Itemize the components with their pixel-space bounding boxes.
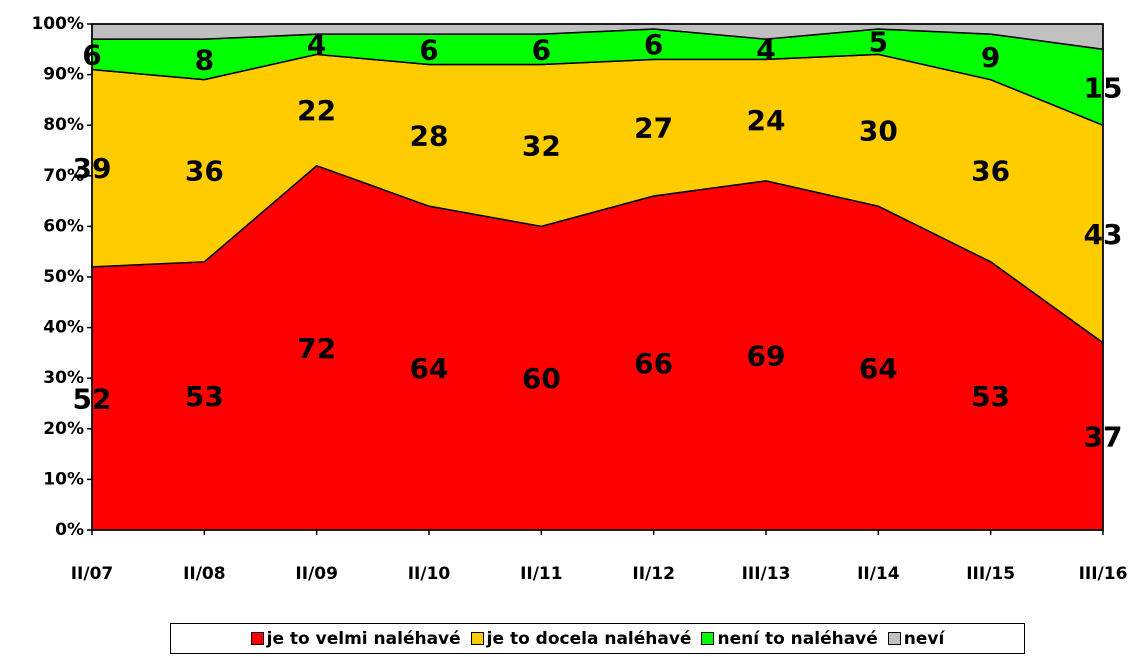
data-label: 36 xyxy=(971,155,1010,188)
data-label: 27 xyxy=(634,112,673,145)
x-tick-label: III/13 xyxy=(742,564,791,584)
y-tick-label: 10% xyxy=(43,469,84,489)
data-label: 4 xyxy=(756,33,775,66)
legend: je to velmi naléhavé je to docela naléhav… xyxy=(170,623,1025,654)
x-tick-label: II/10 xyxy=(408,564,451,584)
data-label: 24 xyxy=(747,104,786,137)
y-tick-label: 90% xyxy=(43,65,84,85)
data-label: 60 xyxy=(522,362,561,395)
x-tick-label: II/08 xyxy=(183,564,226,584)
y-tick-label: 50% xyxy=(43,267,84,287)
y-tick-label: 60% xyxy=(43,216,84,236)
data-label: 6 xyxy=(644,28,663,61)
data-label: 53 xyxy=(971,380,1010,413)
legend-swatch xyxy=(470,632,484,645)
y-tick-label: 70% xyxy=(43,166,84,186)
legend-label: je to velmi naléhavé xyxy=(266,628,461,649)
data-label: 8 xyxy=(195,43,214,76)
data-label: 64 xyxy=(410,352,449,385)
legend-item: je to docela naléhavé xyxy=(470,628,692,649)
x-tick-label: II/11 xyxy=(520,564,563,584)
y-tick-label: 20% xyxy=(43,419,84,439)
legend-label: není to naléhavé xyxy=(717,628,878,649)
y-tick-label: 40% xyxy=(43,318,84,338)
legend-item: není to naléhavé xyxy=(701,628,878,649)
x-tick-label: II/14 xyxy=(857,564,900,584)
legend-label: neví xyxy=(903,628,945,649)
data-label: 28 xyxy=(410,119,449,152)
data-label: 64 xyxy=(859,352,898,385)
legend-swatch xyxy=(250,632,264,645)
legend-swatch xyxy=(887,632,901,645)
y-tick-label: 100% xyxy=(31,14,84,34)
data-label: 36 xyxy=(185,155,224,188)
data-label: 22 xyxy=(297,94,336,127)
data-label: 66 xyxy=(634,347,673,380)
data-label: 6 xyxy=(532,33,551,66)
legend-label: je to docela naléhavé xyxy=(486,628,692,649)
x-tick-label: II/07 xyxy=(71,564,114,584)
data-label: 4 xyxy=(307,28,326,61)
legend-item: neví xyxy=(887,628,945,649)
data-label: 53 xyxy=(185,380,224,413)
x-tick-label: III/16 xyxy=(1079,564,1128,584)
y-tick-label: 0% xyxy=(55,520,84,540)
y-tick-label: 30% xyxy=(43,368,84,388)
data-label: 69 xyxy=(747,339,786,372)
data-label: 5 xyxy=(869,26,888,59)
x-tick-label: III/15 xyxy=(966,564,1015,584)
x-tick-label: II/12 xyxy=(632,564,675,584)
data-label: 9 xyxy=(981,41,1000,74)
legend-item: je to velmi naléhavé xyxy=(250,628,461,649)
legend-swatch xyxy=(701,632,715,645)
data-label: 32 xyxy=(522,129,561,162)
data-label: 6 xyxy=(419,33,438,66)
data-label: 30 xyxy=(859,114,898,147)
y-tick-label: 80% xyxy=(43,115,84,135)
data-label: 72 xyxy=(297,332,336,365)
x-tick-label: II/09 xyxy=(295,564,338,584)
